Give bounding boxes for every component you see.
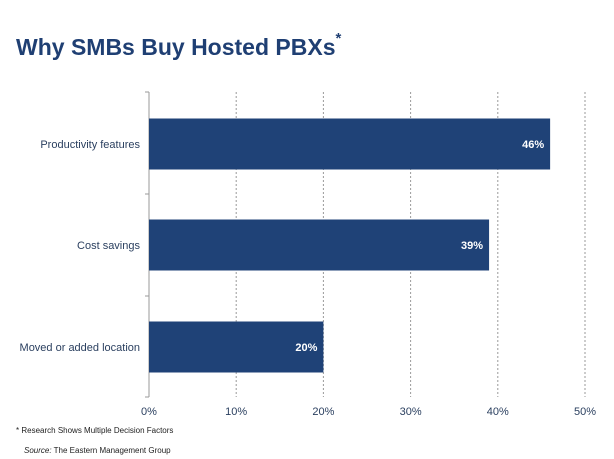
data-label-0: 46% bbox=[522, 139, 544, 151]
category-label-1: Cost savings bbox=[77, 240, 140, 252]
chart-title: Why SMBs Buy Hosted PBXs* bbox=[16, 30, 341, 61]
x-tick-label-4: 40% bbox=[487, 406, 509, 418]
source-label: Source: bbox=[24, 446, 52, 455]
footnote: * Research Shows Multiple Decision Facto… bbox=[16, 426, 173, 435]
x-tick-label-3: 30% bbox=[400, 406, 422, 418]
category-labels: Productivity features Cost savings Moved o… bbox=[20, 139, 141, 354]
data-label-2: 20% bbox=[295, 342, 317, 354]
chart-title-text: Why SMBs Buy Hosted PBXs bbox=[16, 34, 336, 60]
x-tick-label-0: 0% bbox=[141, 406, 157, 418]
source-line: Source: The Eastern Management Group bbox=[24, 446, 171, 455]
bars: 46% 39% 20% bbox=[149, 118, 551, 373]
x-tick-label-1: 10% bbox=[225, 406, 247, 418]
category-label-2: Moved or added location bbox=[20, 342, 140, 354]
title-footnote-marker: * bbox=[335, 30, 342, 47]
x-tick-labels: 0% 10% 20% 30% 40% 50% bbox=[141, 406, 596, 418]
bar-0 bbox=[149, 118, 551, 170]
footnote-text: Research Shows Multiple Decision Factors bbox=[21, 426, 174, 435]
bar-2 bbox=[149, 321, 324, 373]
bar-1 bbox=[149, 219, 490, 271]
x-tick-label-5: 50% bbox=[574, 406, 596, 418]
footnote-marker: * bbox=[16, 426, 20, 435]
x-tick-label-2: 20% bbox=[312, 406, 334, 418]
data-label-1: 39% bbox=[461, 240, 483, 252]
source-text: The Eastern Management Group bbox=[53, 446, 171, 455]
category-label-0: Productivity features bbox=[40, 139, 140, 151]
